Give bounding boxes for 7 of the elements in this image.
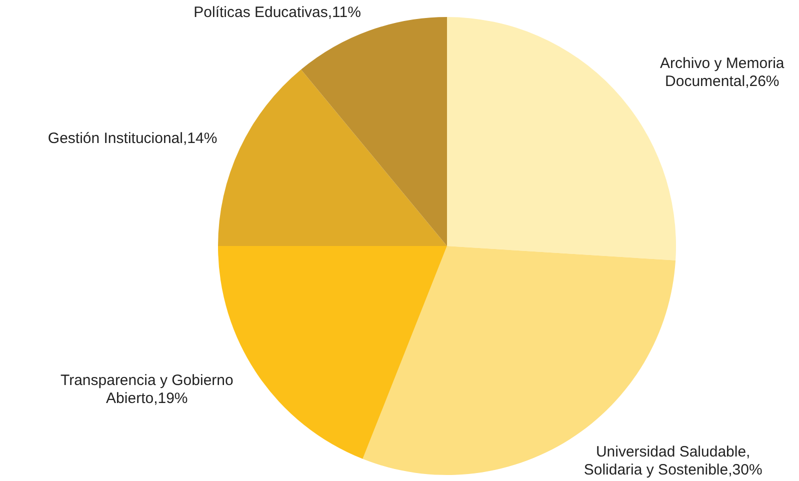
pie-slice — [301, 17, 447, 246]
slice-label: Gestión Institucional,14% — [48, 129, 218, 146]
slice-label: Políticas Educativas,11% — [194, 4, 361, 20]
pie-slice — [218, 70, 447, 246]
slice-label: Transparencia y Gobierno Abierto,19% — [60, 371, 234, 406]
slice-label: Universidad Saludable, Solidaria y Sostenible,30% — [584, 442, 762, 478]
slice-label: Archivo y Memoria Documental,26% — [660, 54, 785, 90]
